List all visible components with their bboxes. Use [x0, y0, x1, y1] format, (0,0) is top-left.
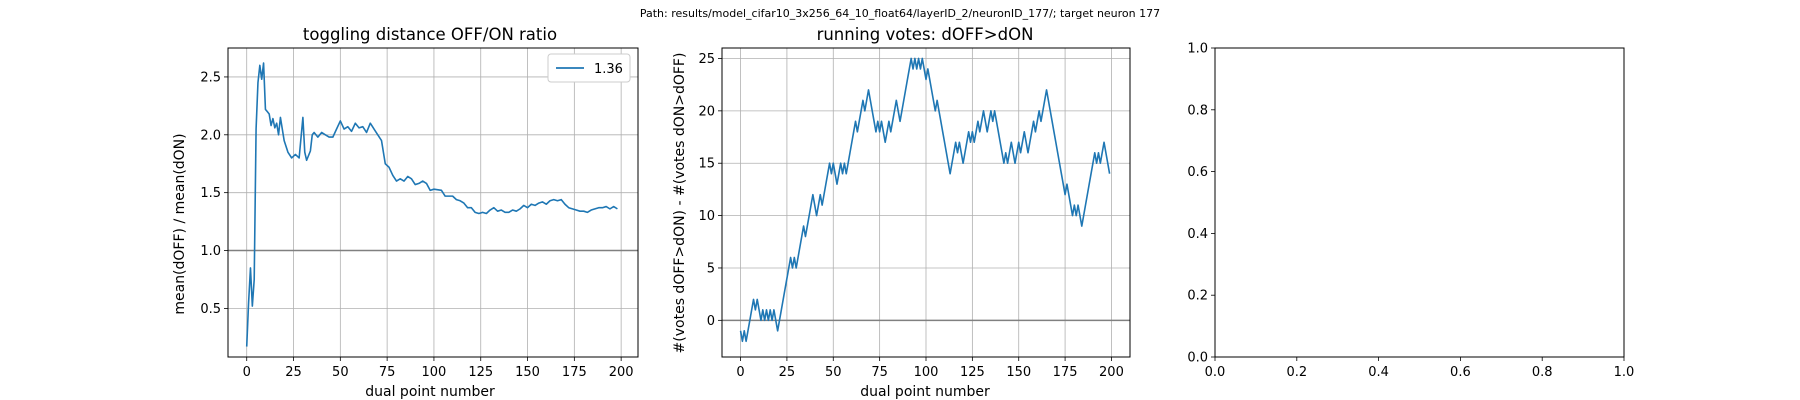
x-tick-label: 0.0 [1205, 365, 1226, 380]
y-tick-label: 10 [698, 209, 715, 224]
x-tick-label: 150 [1006, 365, 1031, 380]
x-tick-label: 0 [243, 365, 251, 380]
legend-box [547, 53, 631, 83]
x-tick-label: 125 [468, 365, 493, 380]
y-axis-label: #(votes dOFF>dON) - #(votes dON>dOFF) [672, 53, 688, 354]
y-tick-label: 0.0 [1187, 351, 1208, 366]
legend: 1.36 [547, 53, 631, 83]
x-tick-label: 200 [1099, 365, 1124, 380]
axes-frame [1214, 47, 1625, 358]
data-series-line [245, 62, 618, 347]
x-tick-label: 0.8 [1532, 365, 1553, 380]
y-tick-label: 2.5 [200, 70, 221, 85]
toggling-ratio-panel: toggling distance OFF/ON ratio dual poin… [172, 25, 639, 400]
y-tick-label: 25 [698, 52, 715, 67]
figure-suptitle: Path: results/model_cifar10_3x256_64_10_… [640, 7, 1160, 20]
y-tick-label: 0.8 [1187, 103, 1208, 118]
x-axis-label: dual point number [860, 384, 990, 400]
x-tick-label: 0.4 [1368, 365, 1389, 380]
data-series-line [739, 57, 1111, 343]
x-tick-label: 0.2 [1286, 365, 1307, 380]
x-tick-label: 1.0 [1614, 365, 1635, 380]
y-tick-label: 2.0 [200, 128, 221, 143]
x-tick-label: 175 [1053, 365, 1078, 380]
x-tick-label: 100 [422, 365, 447, 380]
x-tick-label: 0 [736, 365, 744, 380]
x-tick-label: 200 [609, 365, 634, 380]
axes-frame [227, 47, 639, 358]
x-tick-label: 150 [515, 365, 540, 380]
x-tick-label: 75 [379, 365, 396, 380]
x-tick-label: 75 [871, 365, 888, 380]
y-tick-label: 0 [707, 314, 715, 329]
x-tick-label: 25 [779, 365, 796, 380]
legend-entry-label: 1.36 [594, 62, 623, 77]
y-tick-label: 0.4 [1187, 227, 1208, 242]
x-tick-label: 50 [332, 365, 349, 380]
x-tick-label: 50 [825, 365, 842, 380]
empty-panel: 0.0 0.2 0.4 0.6 0.8 1.0 0.0 0.2 0.4 0.6 0.8 1.0 [1187, 42, 1634, 381]
x-tick-label: 100 [914, 365, 939, 380]
x-tick-label: 0.6 [1450, 365, 1471, 380]
panel-title: toggling distance OFF/ON ratio [303, 25, 557, 44]
y-tick-label: 1.5 [200, 186, 221, 201]
panel-title: running votes: dOFF>dON [817, 25, 1034, 44]
y-tick-label: 0.5 [200, 302, 221, 317]
x-tick-label: 25 [285, 365, 302, 380]
x-axis-label: dual point number [365, 384, 495, 400]
y-tick-label: 5 [707, 261, 715, 276]
y-tick-label: 1.0 [200, 244, 221, 259]
y-tick-label: 20 [698, 104, 715, 119]
x-tick-label: 125 [960, 365, 985, 380]
y-tick-label: 0.6 [1187, 165, 1208, 180]
running-votes-panel: running votes: dOFF>dON dual point numbe… [672, 25, 1131, 400]
y-tick-label: 1.0 [1187, 42, 1208, 57]
y-tick-label: 15 [698, 157, 715, 172]
y-tick-label: 0.2 [1187, 289, 1208, 304]
y-axis-label: mean(dOFF) / mean(dON) [172, 133, 188, 314]
x-tick-label: 175 [562, 365, 587, 380]
